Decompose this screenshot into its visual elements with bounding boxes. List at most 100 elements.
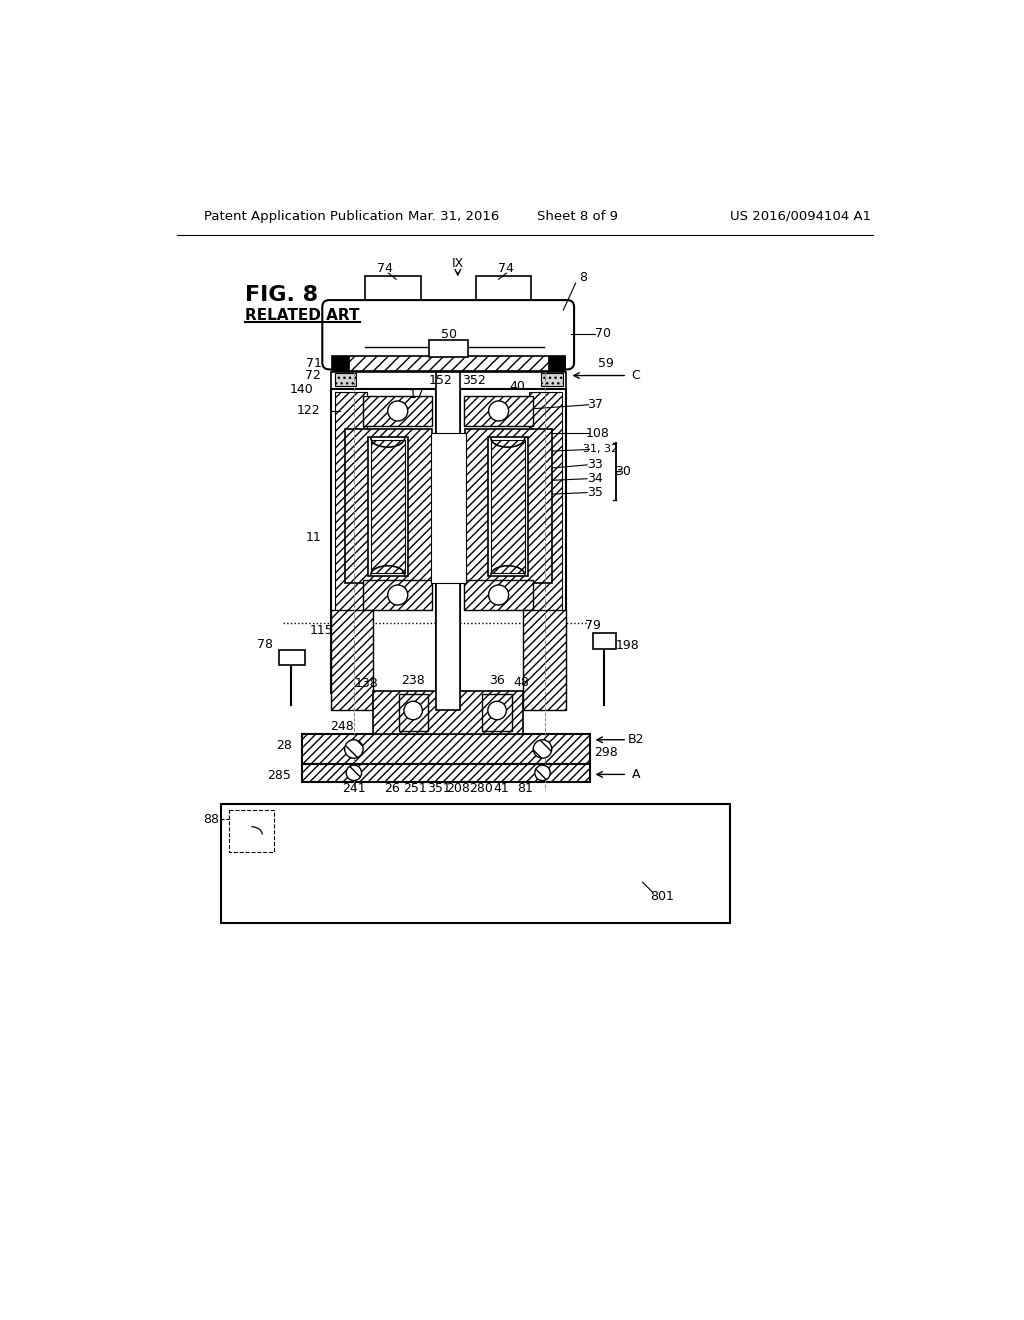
Bar [331, 388, 436, 693]
Bar [229, 810, 273, 853]
Text: 31, 32: 31, 32 [583, 445, 617, 454]
Text: IX: IX [452, 257, 464, 271]
Bar [541, 374, 562, 387]
Text: 34: 34 [587, 473, 603, 486]
Bar [368, 437, 408, 576]
Text: 108: 108 [586, 426, 609, 440]
Bar [523, 610, 565, 710]
Text: 36: 36 [489, 675, 505, 686]
Text: 208: 208 [445, 781, 470, 795]
Text: 122: 122 [297, 404, 321, 417]
Bar [371, 441, 404, 573]
Text: US 2016/0094104 A1: US 2016/0094104 A1 [730, 210, 871, 223]
Text: 298: 298 [595, 746, 618, 759]
Text: 59: 59 [598, 358, 614, 371]
Text: FIG. 8: FIG. 8 [245, 285, 317, 305]
Text: 238: 238 [401, 675, 425, 686]
Circle shape [535, 766, 550, 780]
Text: 33: 33 [587, 458, 603, 471]
Bar [345, 429, 432, 583]
Bar [280, 649, 304, 665]
Circle shape [388, 585, 408, 605]
Text: C: C [632, 370, 640, 381]
Text: Sheet 8 of 9: Sheet 8 of 9 [537, 210, 617, 223]
Text: 78: 78 [257, 638, 273, 651]
Bar [487, 437, 528, 576]
Circle shape [403, 701, 422, 719]
Bar [333, 355, 349, 371]
Circle shape [346, 766, 361, 780]
Circle shape [534, 739, 552, 758]
Text: Mar. 31, 2016: Mar. 31, 2016 [409, 210, 500, 223]
Text: 198: 198 [615, 639, 639, 652]
Bar [529, 392, 562, 689]
Text: 50: 50 [440, 329, 457, 342]
Bar [335, 392, 367, 689]
Bar [482, 694, 512, 730]
Bar [301, 763, 590, 781]
Bar [364, 581, 432, 610]
Bar [221, 804, 730, 923]
Bar [331, 610, 373, 710]
Text: Patent Application Publication: Patent Application Publication [204, 210, 403, 223]
Bar [364, 396, 432, 425]
Bar [331, 372, 565, 388]
Bar [465, 429, 552, 583]
Text: 138: 138 [355, 677, 379, 690]
Text: 152: 152 [429, 374, 453, 387]
Text: 140: 140 [290, 383, 313, 396]
Bar [373, 692, 523, 734]
Bar [464, 581, 534, 610]
Text: 79: 79 [585, 619, 600, 632]
Bar [490, 441, 525, 573]
Text: 35: 35 [587, 486, 603, 499]
Text: A: A [632, 768, 640, 781]
Text: RELATED ART: RELATED ART [245, 308, 359, 323]
Bar [366, 276, 421, 313]
Text: 74: 74 [499, 261, 514, 275]
Text: 28: 28 [276, 739, 292, 752]
Text: 801: 801 [650, 890, 674, 903]
Text: 72: 72 [305, 370, 321, 381]
Text: 11: 11 [306, 531, 322, 544]
Text: 8: 8 [580, 271, 588, 284]
Text: 71: 71 [305, 358, 322, 371]
Bar [333, 355, 565, 371]
FancyBboxPatch shape [323, 300, 574, 370]
Text: 26: 26 [384, 781, 400, 795]
Circle shape [488, 401, 509, 421]
Text: 285: 285 [267, 770, 291, 783]
Text: 352: 352 [462, 374, 485, 387]
Circle shape [345, 739, 364, 758]
Text: 17: 17 [409, 388, 425, 400]
Text: 251: 251 [403, 781, 427, 795]
Text: 48: 48 [514, 676, 529, 689]
Circle shape [488, 585, 509, 605]
Bar [301, 734, 590, 763]
Bar [464, 396, 534, 425]
Text: 81: 81 [517, 781, 532, 795]
Text: 40: 40 [509, 380, 525, 393]
Text: 30: 30 [615, 465, 632, 478]
Circle shape [388, 401, 408, 421]
Circle shape [487, 701, 506, 719]
Bar [548, 355, 565, 371]
Text: 241: 241 [342, 781, 366, 795]
Bar [431, 433, 466, 583]
Text: 248: 248 [331, 721, 354, 733]
Text: 70: 70 [595, 327, 610, 341]
Bar [335, 374, 356, 387]
Text: 115: 115 [309, 624, 334, 638]
Bar [429, 341, 468, 358]
Bar [436, 372, 460, 710]
Bar [593, 634, 615, 649]
Text: 351: 351 [427, 781, 451, 795]
Bar [398, 694, 428, 730]
Text: B2: B2 [628, 733, 644, 746]
Text: 88: 88 [203, 813, 219, 825]
Text: 280: 280 [469, 781, 493, 795]
Text: 74: 74 [377, 261, 392, 275]
Bar [475, 276, 531, 313]
Text: 41: 41 [494, 781, 510, 795]
Bar [460, 388, 565, 693]
